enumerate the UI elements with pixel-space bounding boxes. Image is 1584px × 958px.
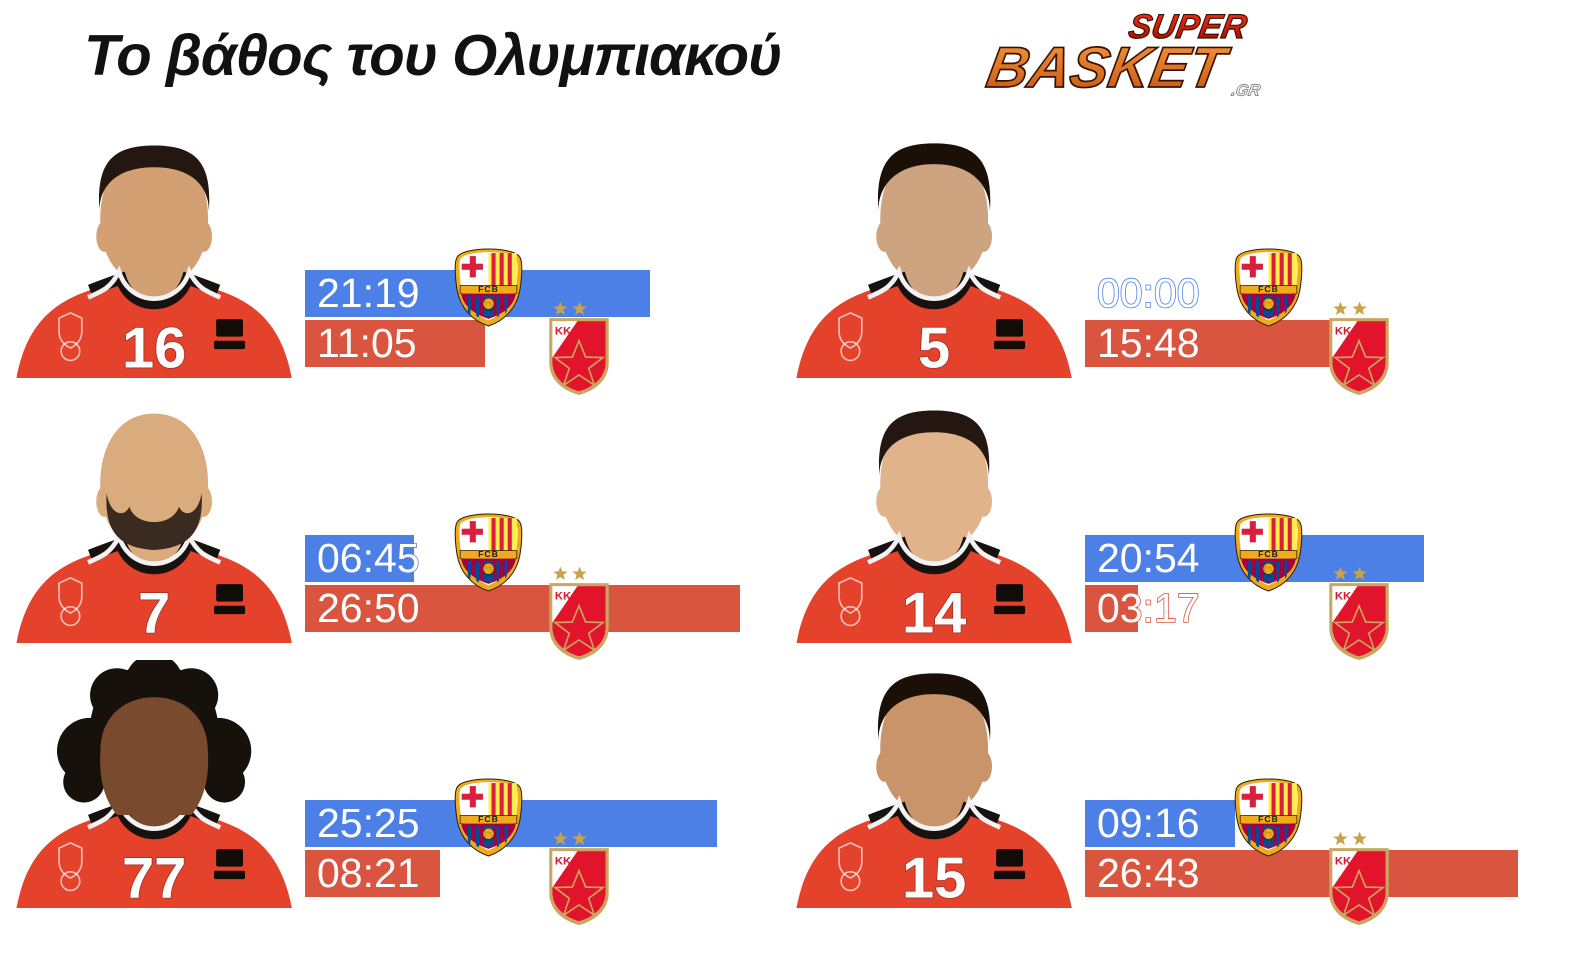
svg-text:7: 7 (138, 582, 170, 643)
svg-text:77: 77 (122, 847, 186, 908)
svg-text:16: 16 (122, 317, 186, 378)
svg-text:.GR: .GR (1230, 82, 1262, 100)
svg-text:5: 5 (918, 317, 950, 378)
svg-text:14: 14 (902, 582, 966, 643)
svg-text:BASKET: BASKET (982, 37, 1234, 100)
svg-text:15: 15 (902, 847, 966, 908)
